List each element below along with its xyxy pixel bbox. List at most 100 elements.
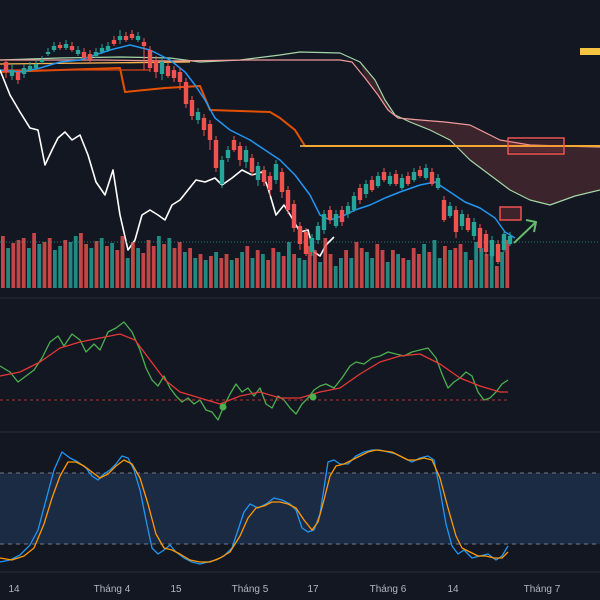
tenkan-line	[0, 44, 516, 239]
volume-bar	[495, 266, 499, 288]
candle-body	[183, 82, 189, 104]
cloud-fill	[360, 62, 600, 205]
volume-bar	[333, 266, 338, 288]
chikou-line	[0, 69, 335, 257]
candle-body	[405, 176, 411, 184]
volume-bar	[224, 254, 229, 288]
volume-bar	[406, 260, 411, 288]
volume-bar	[370, 258, 374, 288]
volume-bar	[339, 258, 343, 288]
x-tick-label: Tháng 4	[94, 584, 131, 595]
candle-body	[423, 168, 429, 178]
candle-body	[3, 62, 9, 72]
volume-bar	[203, 260, 208, 288]
candle-body	[201, 118, 207, 130]
volume-bar	[58, 246, 62, 288]
volume-bar	[177, 242, 182, 288]
candle-body	[207, 124, 213, 140]
volume-bar	[396, 254, 400, 288]
volume-bar	[198, 254, 203, 288]
volume-bar	[255, 250, 260, 288]
volume-bar	[219, 258, 224, 288]
candle-body	[399, 178, 405, 188]
candle-body	[489, 240, 495, 256]
candle-body	[327, 210, 333, 220]
candle-body	[123, 36, 129, 40]
volume-bar	[235, 258, 239, 288]
candle-body	[225, 150, 231, 158]
candle-body	[315, 226, 321, 240]
candle-body	[129, 34, 135, 38]
volume-bar	[120, 236, 125, 288]
candle-body	[27, 66, 33, 70]
candle-body	[141, 42, 147, 46]
volume-bar	[157, 236, 161, 288]
volume-bar	[292, 254, 296, 288]
volume-bar	[209, 256, 213, 288]
volume-bar	[505, 240, 510, 288]
volume-bar	[276, 252, 281, 288]
candle-body	[465, 218, 471, 230]
x-tick-label: 14	[8, 584, 20, 595]
candle-body	[363, 184, 369, 194]
senkou-b-line	[0, 59, 600, 148]
time-axis: 14 Tháng 4 15 Tháng 5 17 Tháng 6 14 Thán…	[8, 584, 560, 595]
candle-body	[39, 60, 45, 62]
volume-bar	[287, 242, 291, 288]
volume-bar	[131, 242, 135, 288]
rsi-cross-dot	[219, 403, 227, 411]
candle-body	[297, 226, 303, 244]
volume-bar	[167, 238, 172, 288]
volume-bar	[68, 242, 73, 288]
volume-bar	[463, 252, 468, 288]
candle-body	[135, 36, 141, 40]
candle-body	[387, 176, 393, 184]
x-tick-label: 15	[170, 584, 182, 595]
candle-body	[411, 172, 417, 180]
candle-body	[117, 36, 123, 40]
price-tag-marker	[580, 48, 600, 55]
candle-body	[99, 48, 105, 52]
volume-bar	[359, 248, 364, 288]
volume-bar	[474, 242, 478, 288]
candle-body	[153, 60, 159, 72]
x-tick-label: 17	[307, 584, 319, 595]
volume-bar	[141, 253, 146, 288]
candle-body	[165, 66, 171, 76]
volume-bar	[484, 254, 489, 288]
volume-bar	[188, 248, 192, 288]
candle-body	[219, 160, 225, 184]
volume-bar	[313, 250, 317, 288]
candle-body	[111, 40, 117, 44]
volume-bar	[245, 246, 250, 288]
candle-body	[9, 70, 15, 76]
candle-body	[93, 52, 99, 56]
arrow-shaft	[513, 221, 537, 244]
volume-bar	[42, 242, 47, 288]
candle-body	[507, 236, 513, 244]
candle-body	[393, 174, 399, 184]
candle-body	[261, 170, 267, 182]
candle-body	[483, 234, 489, 252]
candle-body	[213, 140, 219, 168]
indicator-lines	[0, 44, 600, 257]
volume-bar	[73, 236, 78, 288]
volume-bar	[427, 252, 432, 288]
candle-body	[309, 238, 315, 252]
volume-bar	[417, 254, 421, 288]
candle-body	[273, 164, 279, 180]
highlight-box-lower	[499, 206, 522, 221]
stochastic-panel	[0, 449, 600, 565]
candle-body	[15, 72, 21, 80]
x-tick-label: Tháng 7	[524, 584, 561, 595]
volume-bar	[63, 240, 68, 288]
stoch-band	[0, 473, 600, 544]
highlight-box-upper	[507, 137, 565, 155]
candle-body	[81, 52, 87, 58]
volume-bar	[37, 244, 42, 288]
candle-body	[471, 222, 477, 236]
candle-body	[333, 214, 339, 226]
candle-body	[231, 140, 237, 150]
highlight-box-upper-fill	[508, 140, 564, 152]
